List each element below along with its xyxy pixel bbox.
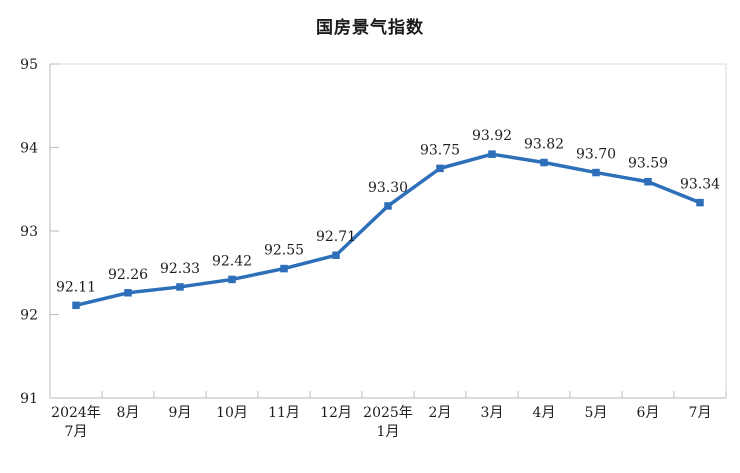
series-line bbox=[74, 152, 702, 308]
x-axis-label: 8月 bbox=[117, 405, 140, 421]
data-point-label: 92.33 bbox=[160, 261, 200, 277]
x-axis-label: 2月 bbox=[429, 405, 452, 421]
x-axis-label: 3月 bbox=[481, 405, 504, 421]
data-point-label: 92.11 bbox=[56, 279, 96, 295]
data-point-marker bbox=[280, 264, 288, 273]
y-axis-label: 95 bbox=[20, 57, 38, 73]
data-point-label: 93.30 bbox=[368, 180, 408, 196]
data-point-marker bbox=[488, 150, 496, 158]
x-axis-label: 6月 bbox=[637, 405, 660, 421]
x-axis-label: 11月 bbox=[268, 405, 300, 421]
x-axis-label: 12月 bbox=[320, 405, 352, 421]
data-point-marker bbox=[176, 283, 184, 291]
x-axis-label: 7月 bbox=[689, 405, 712, 421]
data-point-marker bbox=[384, 202, 392, 210]
y-axis-label: 92 bbox=[20, 308, 38, 324]
chart-title: 国房景气指数 bbox=[316, 18, 424, 38]
data-point-marker bbox=[124, 289, 132, 297]
data-point-label: 93.92 bbox=[472, 128, 512, 144]
data-point-label: 92.26 bbox=[108, 267, 148, 283]
plot-border bbox=[49, 63, 727, 399]
data-point-marker bbox=[228, 275, 236, 284]
data-point-label: 92.55 bbox=[264, 243, 304, 259]
data-point-label: 93.75 bbox=[420, 142, 460, 158]
x-axis-label: 4月 bbox=[533, 405, 556, 421]
data-point-label: 92.42 bbox=[212, 253, 252, 269]
x-axis-label: 10月 bbox=[216, 405, 248, 421]
data-point-marker bbox=[540, 158, 548, 167]
x-axis-label: 2024年 7月 bbox=[51, 405, 101, 440]
data-point-marker bbox=[644, 177, 652, 186]
y-axis-label: 91 bbox=[20, 391, 38, 407]
data-point-marker bbox=[332, 251, 340, 259]
data-point-label: 93.70 bbox=[576, 147, 616, 163]
y-axis-label: 94 bbox=[20, 141, 38, 157]
x-axis-label: 5月 bbox=[585, 405, 608, 421]
data-point-label: 92.71 bbox=[316, 229, 356, 245]
data-point-marker bbox=[696, 198, 704, 207]
x-axis-label: 9月 bbox=[169, 405, 192, 421]
data-point-label: 93.82 bbox=[524, 137, 564, 153]
data-point-marker bbox=[592, 168, 600, 177]
x-axis-label: 2025年 1月 bbox=[363, 405, 413, 440]
y-axis-label: 93 bbox=[20, 224, 38, 240]
data-point-marker bbox=[72, 301, 80, 310]
data-point-label: 93.34 bbox=[680, 177, 720, 193]
data-point-label: 93.59 bbox=[628, 156, 668, 172]
data-point-marker bbox=[436, 164, 444, 173]
